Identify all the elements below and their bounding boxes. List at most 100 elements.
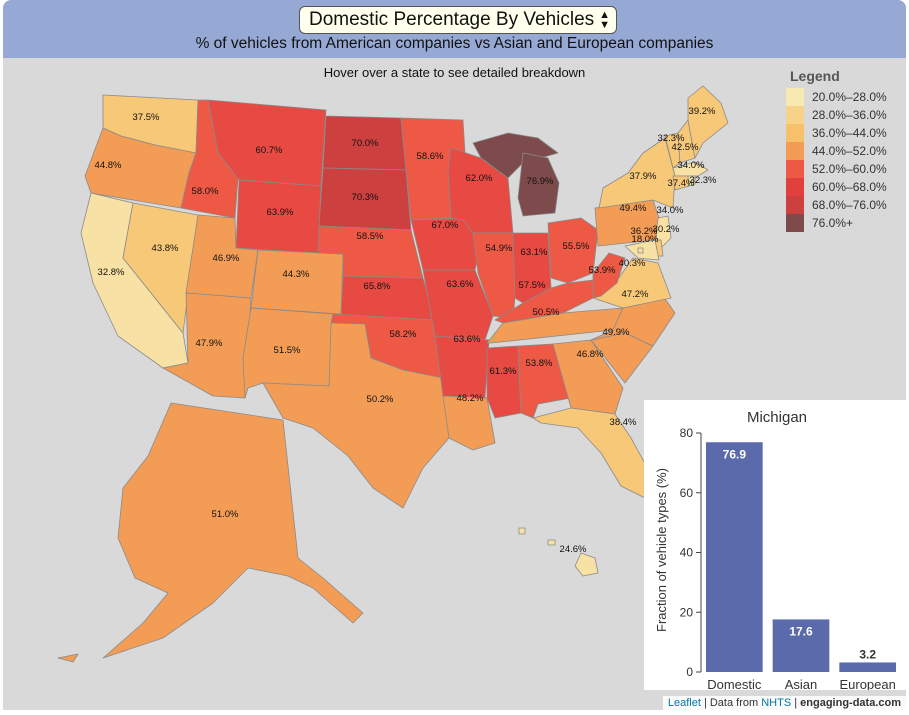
label-pa: 49.4% [620,203,647,214]
legend-item: 44.0%–52.0% [786,142,887,160]
metric-select-value: Domestic Percentage By Vehicles [309,9,595,30]
state-ak[interactable] [102,402,364,659]
site-link[interactable]: engaging-data.com [800,697,901,709]
label-ut: 46.9% [213,253,240,264]
label-mo: 63.6% [447,279,474,290]
label-oh: 55.5% [563,241,590,252]
legend-item: 28.0%–36.0% [786,106,887,124]
metric-select[interactable]: Domestic Percentage By Vehicles ▲ ▼ [299,6,617,34]
label-ca: 32.8% [98,267,125,278]
state-la[interactable] [442,395,496,451]
state-ar[interactable] [434,335,490,399]
bar-domestic[interactable] [706,442,763,672]
state-hi-island[interactable] [547,539,556,546]
state-mi[interactable] [517,152,560,217]
label-ri: 32.3% [690,175,717,186]
state-ak-island[interactable] [57,653,79,663]
state-ms[interactable] [486,345,522,419]
label-me: 39.2% [689,106,716,117]
bar-asian[interactable] [772,619,830,672]
label-nm: 51.5% [274,345,301,356]
state-nv[interactable] [122,202,199,334]
label-ny: 37.9% [630,171,657,182]
state-ri[interactable] [687,175,696,187]
y-tick-label: 20 [680,605,694,619]
label-az: 47.9% [196,338,223,349]
label-sd: 70.3% [352,192,379,203]
label-ak: 51.0% [212,509,239,520]
legend-swatch [786,88,804,106]
state-ma[interactable] [672,161,709,177]
us-map[interactable]: 37.5% 44.8% 32.8% 58.0% 43.8% 60.7% 63.9… [3,58,906,710]
legend-swatch [786,196,804,214]
label-in: 63.1% [521,247,548,258]
label-mn: 58.6% [417,151,444,162]
state-tx[interactable] [262,322,450,509]
legend-swatch [786,142,804,160]
label-wy: 63.9% [267,207,294,218]
state-az[interactable] [162,292,252,399]
label-de: 36.2% [631,226,658,237]
nhts-link[interactable]: NHTS [761,697,792,709]
legend-label: 76.0%+ [812,216,854,230]
label-mt: 60.7% [256,145,283,156]
map-container[interactable]: Hover over a state to see detailed break… [3,58,906,710]
legend-item: 60.0%–68.0% [786,178,887,196]
bar-european[interactable] [839,662,896,672]
legend-label: 52.0%–60.0% [812,162,887,176]
label-ne: 58.5% [357,231,384,242]
legend-item: 76.0%+ [786,214,887,232]
separator: | [794,697,798,709]
state-mo[interactable] [422,269,494,341]
label-ks: 65.8% [364,281,391,292]
legend-swatch [786,160,804,178]
state-dc[interactable] [637,247,644,254]
label-co: 44.3% [283,269,310,280]
bar-value-label: 3.2 [859,647,876,661]
label-wv: 53.9% [589,265,616,276]
y-axis-label: Fraction of vehicle types (%) [654,468,669,632]
label-wi: 62.0% [466,173,493,184]
legend-label: 36.0%–44.0% [812,126,887,140]
state-breakdown-chart: Michigan Fraction of vehicle types (%) 0… [644,400,906,692]
label-dc: 18.0% [632,234,659,245]
legend-swatch [786,106,804,124]
state-hi[interactable] [574,552,599,577]
legend-label: 20.0%–28.0% [812,90,887,104]
label-or: 44.8% [95,160,122,171]
legend-label: 68.0%–76.0% [812,198,887,212]
hover-instruction: Hover over a state to see detailed break… [323,65,586,80]
label-ma: 34.0% [678,160,705,171]
x-tick-label: European [839,677,895,690]
state-hi-island[interactable] [518,527,526,535]
label-va: 40.3% [619,258,646,269]
legend-label: 44.0%–52.0% [812,144,887,158]
bar-value-label: 17.6 [789,624,813,638]
state-ga[interactable] [552,339,624,415]
state-co[interactable] [250,249,344,315]
legend-label: 60.0%–68.0% [812,180,887,194]
label-id: 58.0% [192,186,219,197]
label-fl: 38.4% [610,417,637,428]
label-wa: 37.5% [133,112,160,123]
y-tick-label: 40 [680,546,694,560]
legend-item: 52.0%–60.0% [786,160,887,178]
state-me[interactable] [687,85,729,159]
bar-chart-svg: Michigan Fraction of vehicle types (%) 0… [654,409,896,692]
legend: Legend 20.0%–28.0% 28.0%–36.0% 36.0%–44.… [786,68,887,232]
label-nj: 34.0% [657,205,684,216]
label-al: 53.8% [526,358,553,369]
label-tn: 50.5% [533,307,560,318]
page-subtitle: % of vehicles from American companies vs… [195,35,714,52]
data-from-text: | Data from [703,697,759,709]
label-la: 48.2% [457,393,484,404]
legend-label: 28.0%–36.0% [812,108,887,122]
legend-item: 68.0%–76.0% [786,196,887,214]
state-wv[interactable] [592,252,626,299]
chart-title: Michigan [747,409,807,426]
leaflet-link[interactable]: Leaflet [667,697,701,709]
x-tick-label: Domestic [707,677,762,690]
legend-swatch [786,178,804,196]
label-tx: 50.2% [367,394,394,405]
label-md: 30.2% [653,224,680,235]
